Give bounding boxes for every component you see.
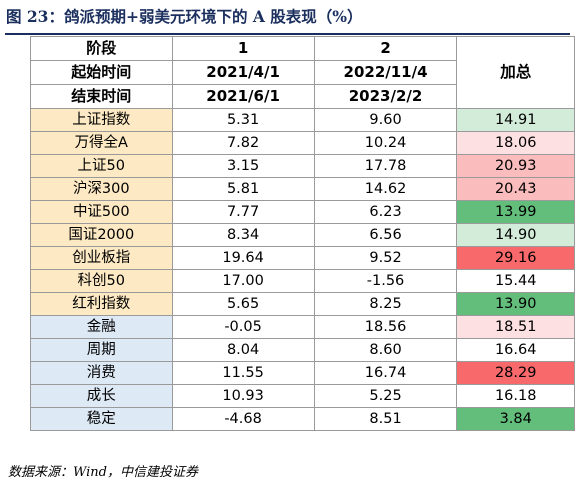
stage2-value: 8.25 <box>313 292 458 316</box>
stage2-value: 6.56 <box>313 223 458 247</box>
title-underline <box>5 33 570 35</box>
table-row: 万得全A 7.82 10.24 18.06 <box>30 131 575 155</box>
stage2-value: 6.23 <box>313 200 458 224</box>
figure-title: 图 23：鸽派预期+弱美元环境下的 A 股表现（%） <box>6 7 363 26</box>
sum-value: 16.64 <box>456 338 575 362</box>
stage1-value: -0.05 <box>171 315 315 339</box>
stage1-value: 5.81 <box>171 177 315 201</box>
row-label: 上证50 <box>30 154 173 178</box>
table-row: 中证500 7.77 6.23 13.99 <box>30 200 575 224</box>
table-row: 上证50 3.15 17.78 20.93 <box>30 154 575 178</box>
table-row: 周期 8.04 8.60 16.64 <box>30 338 575 362</box>
sum-value: 15.44 <box>456 269 575 293</box>
table-row: 红利指数 5.65 8.25 13.90 <box>30 292 575 316</box>
row-label: 中证500 <box>30 200 173 224</box>
header-stage-label: 阶段 <box>30 36 173 61</box>
sum-value: 18.06 <box>456 131 575 155</box>
header-end-label: 结束时间 <box>30 84 173 109</box>
sum-value: 29.16 <box>456 246 575 270</box>
stage1-value: 8.04 <box>171 338 315 362</box>
sum-value: 14.90 <box>456 223 575 247</box>
stage1-value: 7.77 <box>171 200 315 224</box>
header-start-label: 起始时间 <box>30 60 173 85</box>
header-end-2: 2023/2/2 <box>313 84 458 109</box>
source-note: 数据来源：Wind，中信建投证券 <box>8 465 198 480</box>
table-row: 上证指数 5.31 9.60 14.91 <box>30 108 575 132</box>
table-row: 沪深300 5.81 14.62 20.43 <box>30 177 575 201</box>
table-row: 消费 11.55 16.74 28.29 <box>30 361 575 385</box>
row-label: 万得全A <box>30 131 173 155</box>
table-row: 成长 10.93 5.25 16.18 <box>30 384 575 408</box>
header-row-end: 结束时间 2021/6/1 2023/2/2 <box>30 84 575 109</box>
row-label: 创业板指 <box>30 246 173 270</box>
stage2-value: 10.24 <box>313 131 458 155</box>
row-label: 消费 <box>30 361 173 385</box>
header-sum: 加总 <box>456 36 575 109</box>
stage2-value: 8.60 <box>313 338 458 362</box>
stage1-value: 10.93 <box>171 384 315 408</box>
row-label: 周期 <box>30 338 173 362</box>
stage1-value: 8.34 <box>171 223 315 247</box>
row-label: 国证2000 <box>30 223 173 247</box>
stage2-value: 8.51 <box>313 407 458 431</box>
table-row: 创业板指 19.64 9.52 29.16 <box>30 246 575 270</box>
stage1-value: -4.68 <box>171 407 315 431</box>
header-start-2: 2022/11/4 <box>313 60 458 85</box>
stage1-value: 3.15 <box>171 154 315 178</box>
header-stage-2: 2 <box>313 36 458 61</box>
sum-value: 13.90 <box>456 292 575 316</box>
table-row: 科创50 17.00 -1.56 15.44 <box>30 269 575 293</box>
table-row: 金融 -0.05 18.56 18.51 <box>30 315 575 339</box>
row-label: 稳定 <box>30 407 173 431</box>
stage1-value: 7.82 <box>171 131 315 155</box>
sum-value: 3.84 <box>456 407 575 431</box>
stage2-value: 14.62 <box>313 177 458 201</box>
performance-table: 阶段 1 2 加总 起始时间 2021/4/1 2022/11/4 结束时间 2… <box>30 36 575 431</box>
stage2-value: 5.25 <box>313 384 458 408</box>
stage2-value: 16.74 <box>313 361 458 385</box>
stage1-value: 5.31 <box>171 108 315 132</box>
sum-value: 20.93 <box>456 154 575 178</box>
sum-value: 18.51 <box>456 315 575 339</box>
stage2-value: 18.56 <box>313 315 458 339</box>
stage1-value: 17.00 <box>171 269 315 293</box>
header-end-1: 2021/6/1 <box>171 84 315 109</box>
stage1-value: 5.65 <box>171 292 315 316</box>
sum-value: 13.99 <box>456 200 575 224</box>
sum-value: 28.29 <box>456 361 575 385</box>
header-row-start: 起始时间 2021/4/1 2022/11/4 <box>30 60 575 85</box>
row-label: 上证指数 <box>30 108 173 132</box>
stage2-value: 17.78 <box>313 154 458 178</box>
stage2-value: 9.52 <box>313 246 458 270</box>
row-label: 金融 <box>30 315 173 339</box>
row-label: 沪深300 <box>30 177 173 201</box>
header-row-stage: 阶段 1 2 加总 <box>30 36 575 109</box>
stage2-value: 9.60 <box>313 108 458 132</box>
row-label: 红利指数 <box>30 292 173 316</box>
table-row: 稳定 -4.68 8.51 3.84 <box>30 407 575 431</box>
header-stage-1: 1 <box>171 36 315 61</box>
table-row: 国证2000 8.34 6.56 14.90 <box>30 223 575 247</box>
stage2-value: -1.56 <box>313 269 458 293</box>
header-start-1: 2021/4/1 <box>171 60 315 85</box>
sum-value: 14.91 <box>456 108 575 132</box>
sum-value: 20.43 <box>456 177 575 201</box>
stage1-value: 11.55 <box>171 361 315 385</box>
stage1-value: 19.64 <box>171 246 315 270</box>
row-label: 科创50 <box>30 269 173 293</box>
sum-value: 16.18 <box>456 384 575 408</box>
row-label: 成长 <box>30 384 173 408</box>
